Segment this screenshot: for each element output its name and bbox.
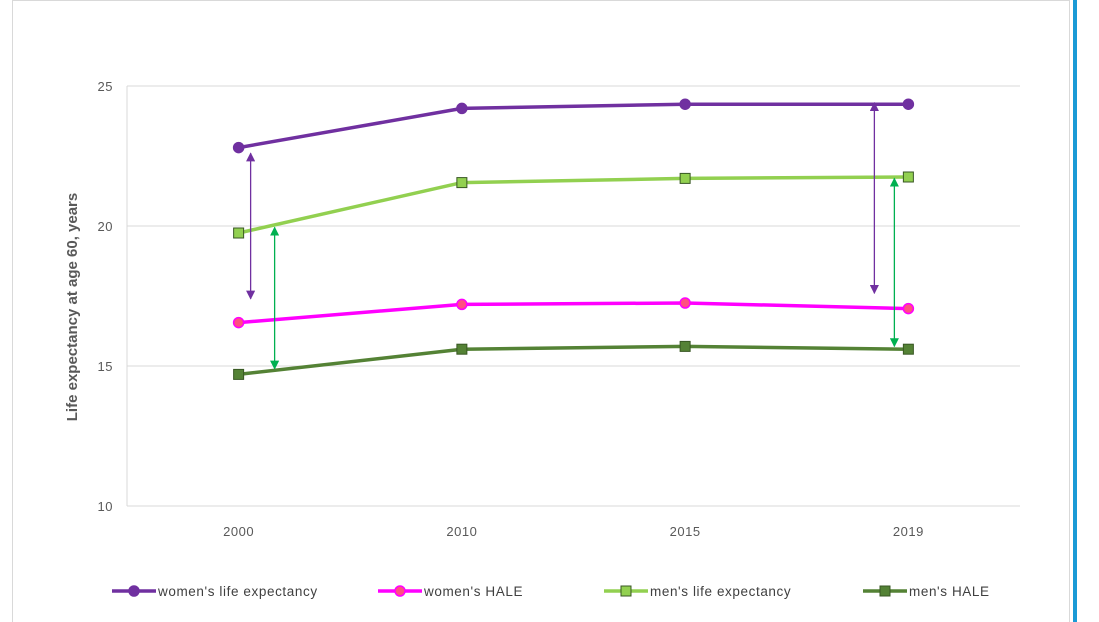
legend-item-3[interactable]: men's HALE bbox=[863, 584, 990, 599]
series-2 bbox=[233, 171, 914, 239]
data-point bbox=[902, 98, 915, 110]
x-tick-label: 2019 bbox=[893, 524, 924, 539]
data-point bbox=[679, 98, 691, 110]
x-tick-label: 2000 bbox=[223, 524, 254, 539]
legend-label: women's HALE bbox=[423, 584, 523, 599]
data-point bbox=[456, 102, 468, 115]
legend[interactable]: women's life expectancy women's HALE men's… bbox=[112, 584, 990, 599]
axes: 10 15 20 25 2000 2010 2015 2019 bbox=[98, 79, 1020, 539]
data-point bbox=[233, 227, 245, 239]
series-line bbox=[236, 301, 911, 325]
legend-marker bbox=[620, 585, 632, 597]
y-tick-label: 25 bbox=[98, 79, 113, 94]
legend-marker bbox=[128, 585, 140, 597]
data-point bbox=[456, 298, 468, 311]
legend-item-2[interactable]: men's life expectancy bbox=[604, 584, 791, 599]
data-point bbox=[902, 302, 915, 315]
y-tick-label: 20 bbox=[98, 219, 113, 234]
gridlines bbox=[127, 85, 1020, 367]
legend-marker bbox=[879, 585, 891, 597]
series-line bbox=[236, 344, 911, 377]
data-point bbox=[232, 141, 245, 154]
series-line bbox=[236, 102, 911, 150]
data-point bbox=[232, 316, 245, 329]
data-point bbox=[902, 171, 914, 183]
legend-label: men's HALE bbox=[909, 584, 990, 599]
gap-arrows bbox=[246, 101, 899, 370]
x-tick-label: 2015 bbox=[670, 524, 701, 539]
legend-item-0[interactable]: women's life expectancy bbox=[112, 584, 318, 599]
chart-frame bbox=[12, 0, 1070, 622]
legend-label: women's life expectancy bbox=[157, 584, 318, 599]
x-tick-label: 2010 bbox=[446, 524, 477, 539]
series-1 bbox=[232, 297, 915, 329]
y-axis-label: Life expectancy at age 60, years bbox=[64, 193, 81, 421]
data-point bbox=[679, 297, 691, 309]
legend-item-1[interactable]: women's HALE bbox=[378, 584, 523, 599]
data-point bbox=[456, 177, 468, 189]
legend-label: men's life expectancy bbox=[650, 584, 791, 599]
data-point bbox=[233, 368, 245, 380]
data-point bbox=[679, 172, 691, 184]
y-tick-label: 10 bbox=[98, 499, 113, 514]
series-3 bbox=[233, 340, 914, 380]
series-line bbox=[236, 175, 911, 235]
data-point bbox=[679, 340, 691, 352]
series-0 bbox=[232, 98, 915, 154]
data-point bbox=[902, 343, 914, 355]
data-point bbox=[456, 343, 468, 355]
accent-bar bbox=[1073, 0, 1077, 622]
series bbox=[232, 98, 915, 380]
y-tick-label: 15 bbox=[98, 359, 113, 374]
legend-marker bbox=[394, 585, 406, 597]
